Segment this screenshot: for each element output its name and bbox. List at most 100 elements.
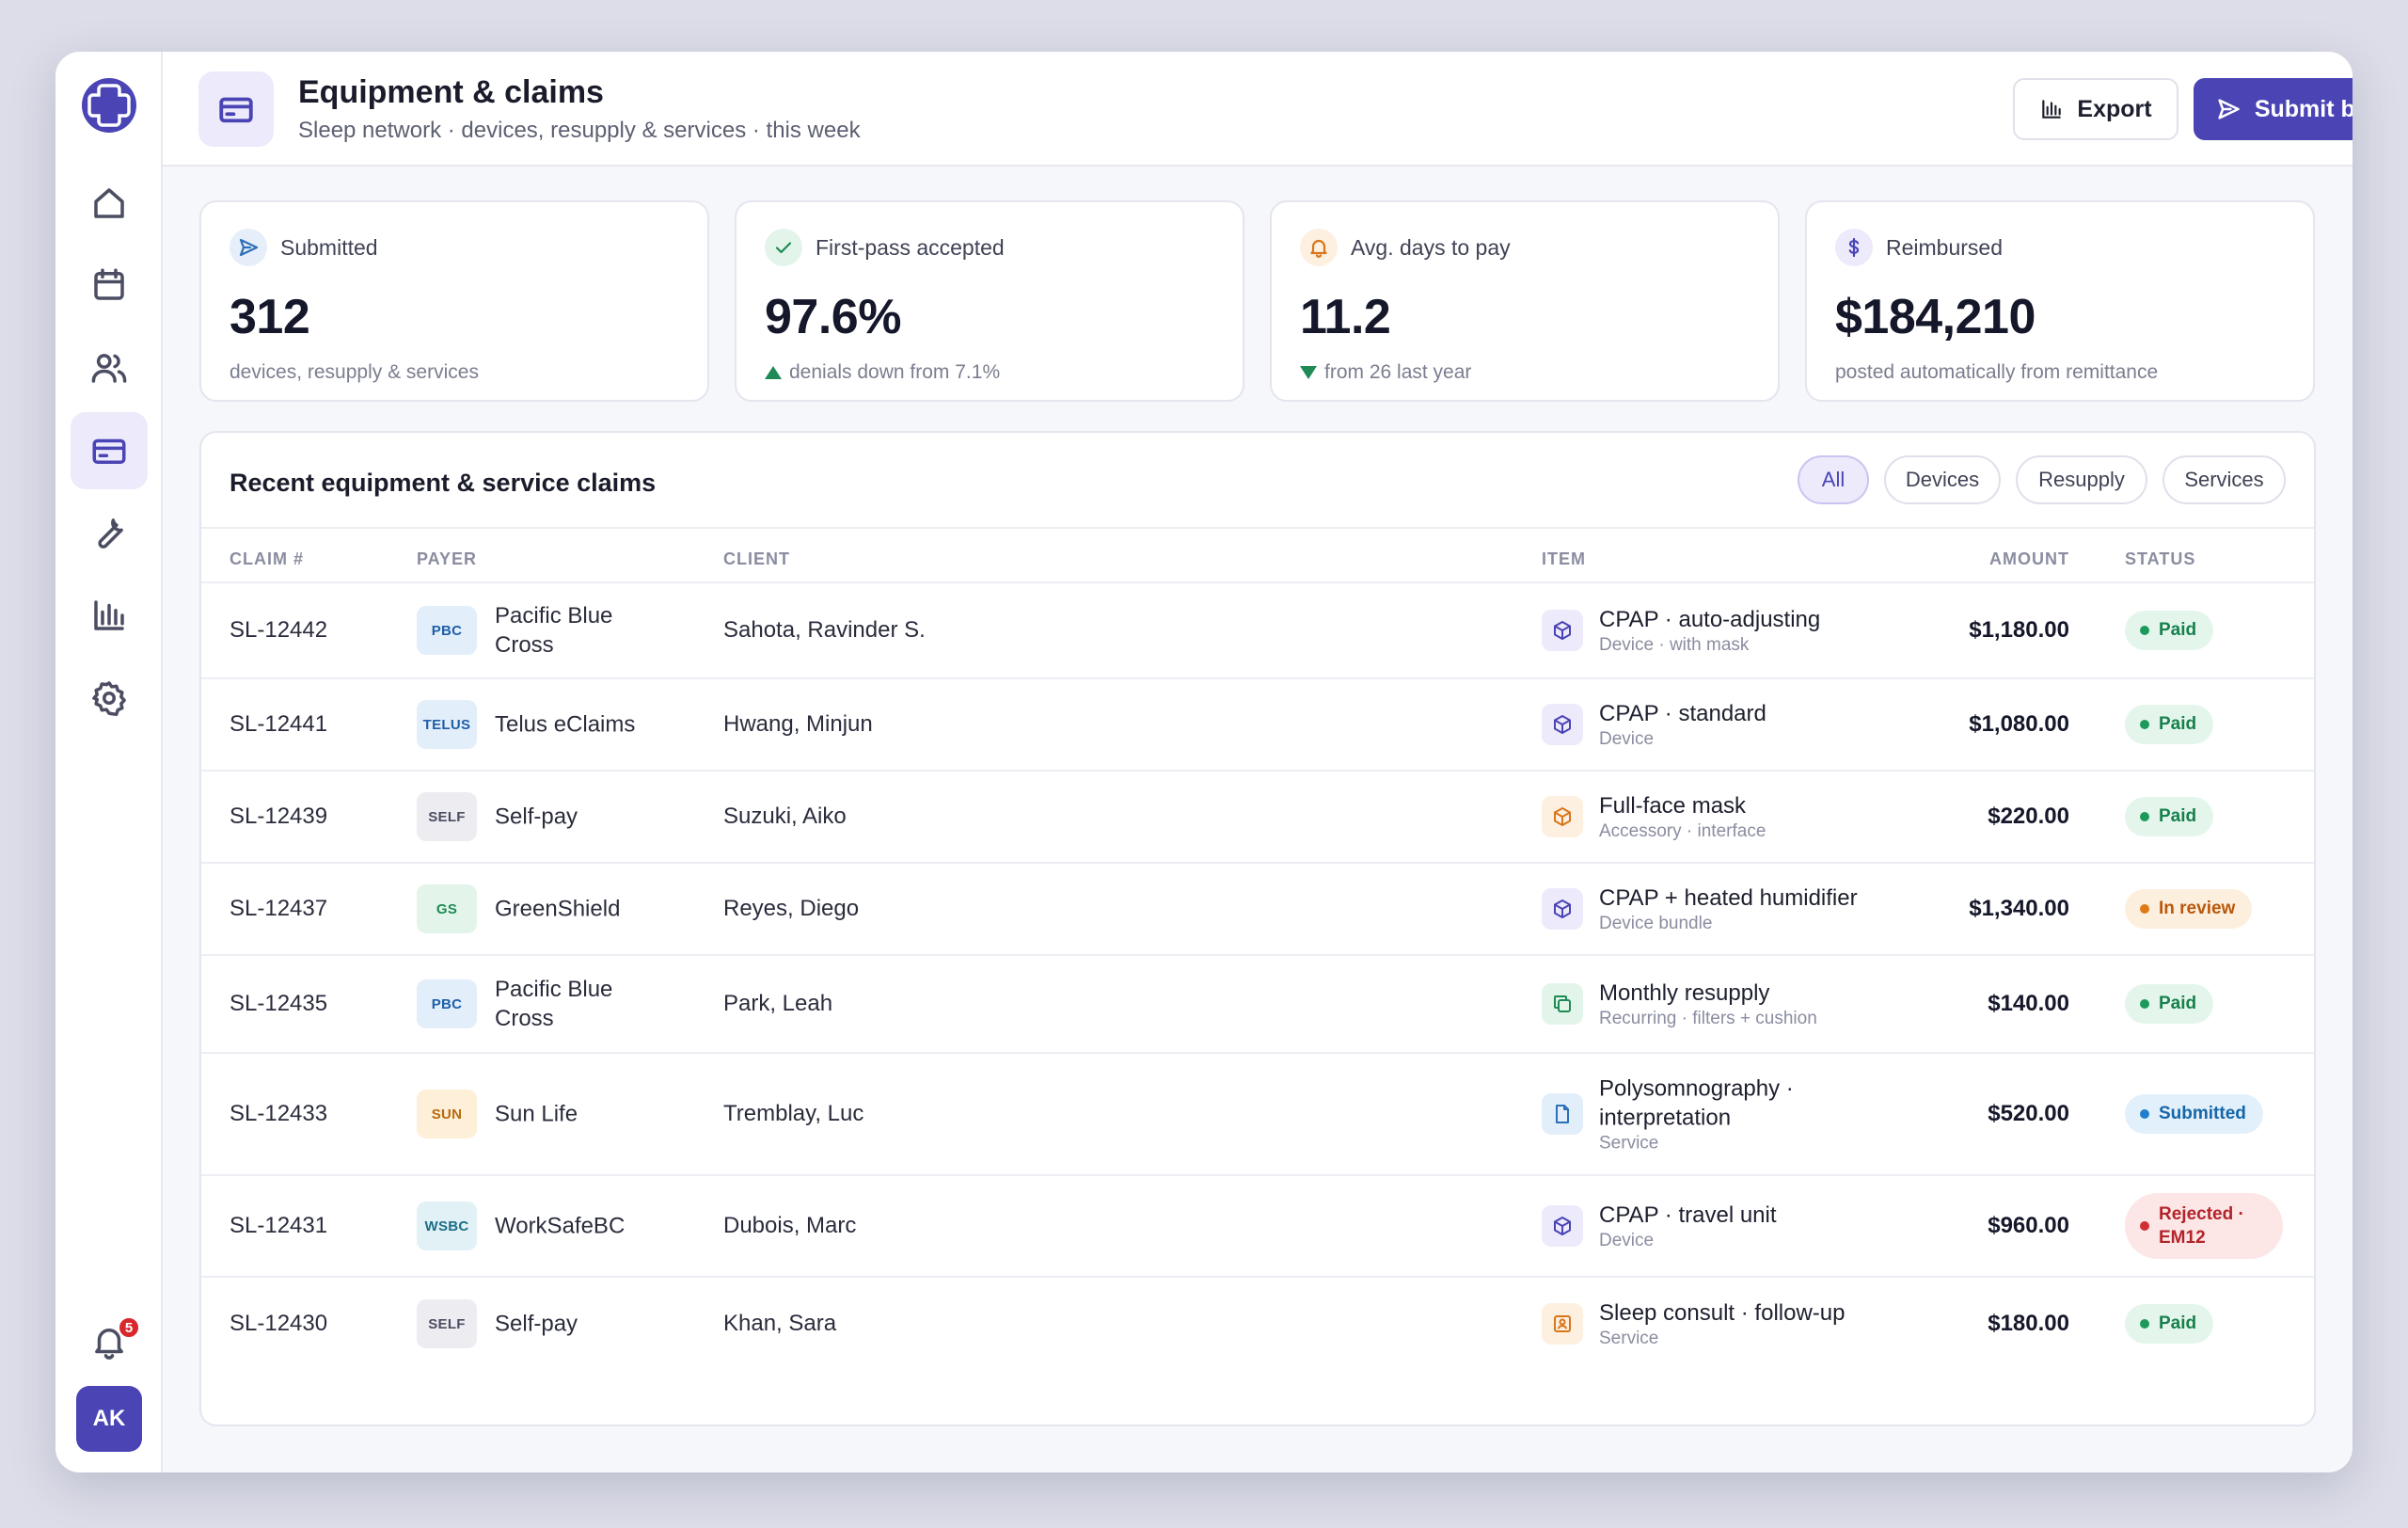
status-badge: Paid — [2125, 984, 2214, 1024]
filter-chip-all[interactable]: All — [1798, 455, 1869, 504]
export-button[interactable]: Export — [2013, 78, 2178, 140]
item-name: Monthly resupply — [1599, 980, 1770, 1006]
kpi-note: posted automatically from remittance — [1835, 361, 2159, 383]
column-header-amount[interactable]: AMOUNT — [1989, 549, 2069, 568]
table-row[interactable]: SL-12442 PBC Pacific Blue Cross Sahota, Rav… — [201, 583, 2314, 679]
export-button-label: Export — [2077, 95, 2152, 122]
kpi-card-reimbursed: Reimbursed $184,210 posted automatically… — [1805, 200, 2315, 402]
client-name[interactable]: Hwang, Minjun — [723, 711, 873, 737]
dollar-icon — [1835, 229, 1873, 266]
kpi-value: 11.2 — [1300, 290, 1391, 344]
item-name: CPAP · travel unit — [1599, 1202, 1777, 1228]
claim-amount: $1,080.00 — [1969, 711, 2069, 737]
claim-number[interactable]: SL-12430 — [230, 1311, 328, 1336]
client-name[interactable]: Dubois, Marc — [723, 1213, 857, 1238]
column-header-claim[interactable]: CLAIM # — [230, 549, 304, 568]
status-badge: Paid — [2125, 797, 2214, 836]
column-header-status[interactable]: STATUS — [2125, 549, 2196, 568]
status-label: Rejected · EM12 — [2159, 1204, 2244, 1248]
table-row[interactable]: SL-12431 WSBC WorkSafeBC Dubois, Marc CPAP ·… — [201, 1176, 2314, 1278]
client-name[interactable]: Suzuki, Aiko — [723, 804, 847, 829]
sidebar-item-claims[interactable] — [71, 412, 148, 489]
item-cell: Monthly resupply Recurring · filters + cu… — [1599, 979, 1862, 1029]
status-dot — [2140, 812, 2149, 821]
status-label: Paid — [2159, 714, 2197, 734]
status-badge: Submitted — [2125, 1094, 2263, 1134]
payer-name: Sun Life — [495, 1101, 578, 1127]
user-avatar[interactable]: AK — [76, 1386, 142, 1452]
payer-name: Telus eClaims — [495, 711, 636, 738]
payer-logo-badge: TELUS — [417, 700, 477, 749]
table-row[interactable]: SL-12430 SELF Self-pay Khan, Sara Sleep cons… — [201, 1278, 2314, 1370]
payer-name: WorkSafeBC — [495, 1213, 626, 1239]
claim-number[interactable]: SL-12431 — [230, 1213, 328, 1238]
table-row[interactable]: SL-12441 TELUS Telus eClaims Hwang, Minjun C… — [201, 679, 2314, 772]
claim-amount: $180.00 — [1988, 1311, 2069, 1336]
kpi-label: Submitted — [280, 235, 378, 260]
status-badge: Paid — [2125, 1304, 2214, 1344]
claim-number[interactable]: SL-12437 — [230, 896, 328, 921]
wrench-icon — [98, 518, 123, 549]
submit-batch-button[interactable]: Submit batch — [2194, 78, 2353, 140]
claim-number[interactable]: SL-12441 — [230, 711, 328, 737]
sidebar-item-home[interactable] — [71, 165, 148, 242]
users-icon — [91, 354, 127, 383]
gear-icon — [92, 681, 126, 717]
status-badge: Rejected · EM12 — [2125, 1193, 2283, 1259]
column-header-client[interactable]: CLIENT — [723, 549, 790, 568]
trend-down-icon — [1300, 366, 1317, 379]
page-title: Equipment & claims — [298, 74, 604, 110]
kpi-value: $184,210 — [1835, 290, 2036, 344]
sidebar-item-equipment[interactable] — [71, 494, 148, 571]
item-name: Polysomnography · interpretation — [1599, 1075, 1794, 1131]
table-row[interactable]: SL-12435 PBC Pacific Blue Cross Park, Leah M… — [201, 956, 2314, 1054]
notification-count-badge: 5 — [118, 1316, 140, 1339]
table-row[interactable]: SL-12437 GS GreenShield Reyes, Diego CPAP + … — [201, 864, 2314, 956]
client-name[interactable]: Tremblay, Luc — [723, 1101, 864, 1126]
sidebar-item-reports[interactable] — [71, 577, 148, 654]
item-subtitle: Device · with mask — [1599, 635, 1750, 655]
claims-table-card: Recent equipment & service claims All De… — [199, 431, 2316, 1426]
page-subtitle: Sleep network · devices, resupply & serv… — [298, 118, 861, 143]
client-name[interactable]: Reyes, Diego — [723, 896, 860, 921]
sidebar-item-settings[interactable] — [71, 660, 148, 737]
claim-amount: $1,340.00 — [1969, 896, 2069, 921]
table-row[interactable]: SL-12433 SUN Sun Life Tremblay, Luc Polysomn… — [201, 1054, 2314, 1176]
client-name[interactable]: Khan, Sara — [723, 1311, 837, 1336]
app-logo[interactable] — [80, 76, 138, 135]
claim-number[interactable]: SL-12435 — [230, 991, 328, 1016]
column-header-item[interactable]: ITEM — [1542, 549, 1586, 568]
status-badge: Paid — [2125, 705, 2214, 744]
claim-amount: $220.00 — [1988, 804, 2069, 829]
submit-batch-label: Submit batch — [2254, 95, 2353, 122]
client-name[interactable]: Park, Leah — [723, 991, 833, 1016]
status-dot — [2140, 999, 2149, 1009]
cube-icon — [1542, 888, 1583, 930]
status-dot — [2140, 1221, 2149, 1231]
claim-number[interactable]: SL-12439 — [230, 804, 328, 829]
client-name[interactable]: Sahota, Ravinder S. — [723, 617, 926, 643]
filter-chip-resupply[interactable]: Resupply — [2016, 455, 2147, 504]
table-row[interactable]: SL-12439 SELF Self-pay Suzuki, Aiko Full-fac… — [201, 772, 2314, 864]
notifications-button[interactable]: 5 — [71, 1303, 148, 1380]
status-label: Paid — [2159, 620, 2197, 640]
kpi-note: from 26 last year — [1300, 361, 1471, 384]
bar-chart-icon — [94, 600, 124, 630]
status-dot — [2140, 720, 2149, 729]
sidebar-item-clients[interactable] — [71, 329, 148, 406]
sidebar-item-calendar[interactable] — [71, 247, 148, 324]
column-header-payer[interactable]: PAYER — [417, 549, 478, 568]
filter-chip-devices[interactable]: Devices — [1884, 455, 2001, 504]
item-subtitle: Service — [1599, 1329, 1659, 1348]
kpi-value: 97.6% — [765, 290, 901, 344]
payer-name: Pacific Blue Cross — [495, 977, 613, 1031]
item-cell: CPAP + heated humidifier Device bundle — [1599, 883, 1862, 934]
filter-chip-services[interactable]: Services — [2162, 455, 2286, 504]
cube-icon — [1542, 704, 1583, 745]
trend-up-icon — [765, 366, 782, 379]
kpi-note: denials down from 7.1% — [765, 361, 1000, 384]
claim-number[interactable]: SL-12442 — [230, 617, 328, 643]
item-subtitle: Device — [1599, 1231, 1655, 1250]
claim-number[interactable]: SL-12433 — [230, 1101, 328, 1126]
claim-amount: $140.00 — [1988, 991, 2069, 1016]
